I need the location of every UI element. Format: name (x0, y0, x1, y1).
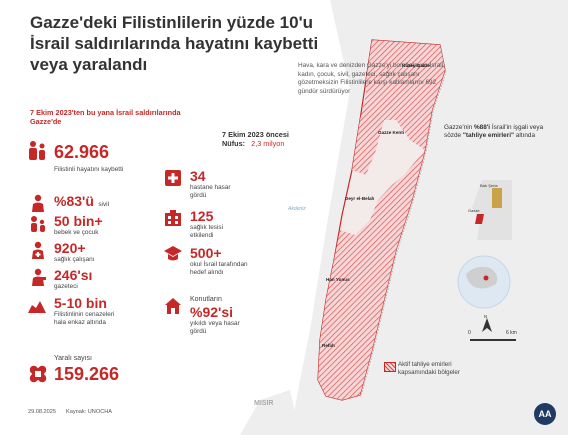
injured-value: 159.266 (54, 364, 120, 384)
family-icon (29, 141, 45, 160)
border-line (360, 44, 447, 398)
killed-label: Filistinli hayatını kaybetti (54, 166, 124, 173)
legend-text: Aktif tahliye emirleri kapsamındaki bölg… (398, 361, 460, 376)
evacuation-note: Gazze'nin %88'i İsrail'in işgali veya sö… (444, 124, 554, 140)
globe-icon (457, 255, 511, 309)
place-kuzey-gazze: Kuzey Gazze (402, 63, 431, 68)
inset-locator (472, 180, 512, 240)
page-subtitle: Hava, kara ve denizden Gazze'yi bombalay… (298, 62, 445, 95)
journalists-value: 246'sı (54, 267, 93, 283)
egypt-label: MISIR (254, 400, 274, 407)
children-label: bebek ve çocuk (54, 229, 99, 236)
footer-date: 29.08.2025 (28, 409, 56, 415)
hospital-icon (165, 170, 181, 186)
scale-end: 6 km (506, 330, 517, 336)
place-refah: Refah (322, 343, 335, 348)
journalist-icon (32, 268, 46, 286)
section-heading: 7 Ekim 2023'ten bu yana İsrail saldırıla… (30, 108, 181, 126)
hospitals-value: 34 (190, 168, 206, 184)
health-workers-value: 920+ (54, 240, 86, 256)
evacuation-zone-middle (318, 150, 425, 400)
population-value: 2,3 milyon (251, 139, 285, 148)
footer-source: Kaynak: UNOCHA (66, 409, 113, 415)
health-facilities-label: sağlık tesisi etkilendi (190, 224, 224, 239)
civilian-icon (32, 194, 44, 212)
house-icon (165, 298, 181, 314)
rubble-icon (28, 301, 46, 313)
housing-value: %92'si (190, 304, 234, 320)
inset-label-gaza: Gazze (468, 208, 480, 213)
place-han-yunus: Han Yunus (326, 277, 350, 282)
legend-swatch (384, 362, 396, 372)
civilian-label: sivil (98, 201, 110, 208)
note-mid: İsrail'in işgali veya sözde (444, 124, 544, 139)
health-workers-label: sağlık çalışanı (54, 256, 95, 263)
note-suffix: altında (514, 131, 535, 139)
scale-bar (470, 339, 516, 341)
health-facility-icon (165, 210, 181, 226)
sea-label: Akdeniz (288, 206, 306, 212)
note-bold2: "tahliye emirleri" (462, 131, 515, 139)
civilian-value: %83'ü (54, 193, 94, 209)
north-label: N (484, 314, 488, 319)
housing-heading: Konutların (190, 296, 222, 303)
children-value: 50 bin+ (54, 213, 103, 229)
population-line: Nüfus: 2,3 milyon (222, 139, 284, 148)
hospitals-label: hastane hasar gördü (190, 184, 231, 199)
place-deyr-el-belah: Deyr el-Belah (345, 196, 375, 201)
rubble-value: 5-10 bin (54, 295, 107, 311)
note-bold: %88'i (474, 124, 491, 131)
evacuation-zone-west (352, 95, 384, 175)
rubble-label: Filistinlinin cenazeleri hala enkaz altı… (54, 311, 115, 326)
aa-logo: AA (534, 403, 556, 425)
health-facilities-value: 125 (190, 208, 214, 224)
housing-label: yıkıldı veya hasar gördü (190, 320, 240, 335)
civilian-line: %83'ü sivil (54, 193, 109, 211)
page-title: Gazze'deki Filistinlilerin yüzde 10'u İs… (30, 13, 319, 74)
bandage-icon (29, 365, 47, 383)
egypt-land (240, 390, 300, 435)
school-icon (164, 246, 182, 261)
killed-value: 62.966 (54, 142, 110, 162)
population-label: Nüfus: (222, 139, 246, 148)
doctor-icon (32, 241, 44, 259)
journalists-label: gazeteci (54, 283, 78, 290)
population-heading: 7 Ekim 2023 öncesi (222, 130, 289, 139)
note-prefix: Gazze'nin (444, 124, 474, 131)
scale-start: 0 (468, 330, 471, 336)
child-icon (31, 216, 45, 232)
evacuation-zone-north (366, 40, 445, 150)
place-gazze-kenti: Gazze Kenti (378, 130, 405, 135)
north-arrow-icon (482, 318, 492, 332)
schools-label: okul İsrail tarafından hedef alındı (190, 261, 248, 276)
injured-heading: Yaralı sayısı (54, 355, 92, 362)
inset-label-westbank: Batı Şeria (480, 183, 498, 188)
schools-value: 500+ (190, 245, 222, 261)
